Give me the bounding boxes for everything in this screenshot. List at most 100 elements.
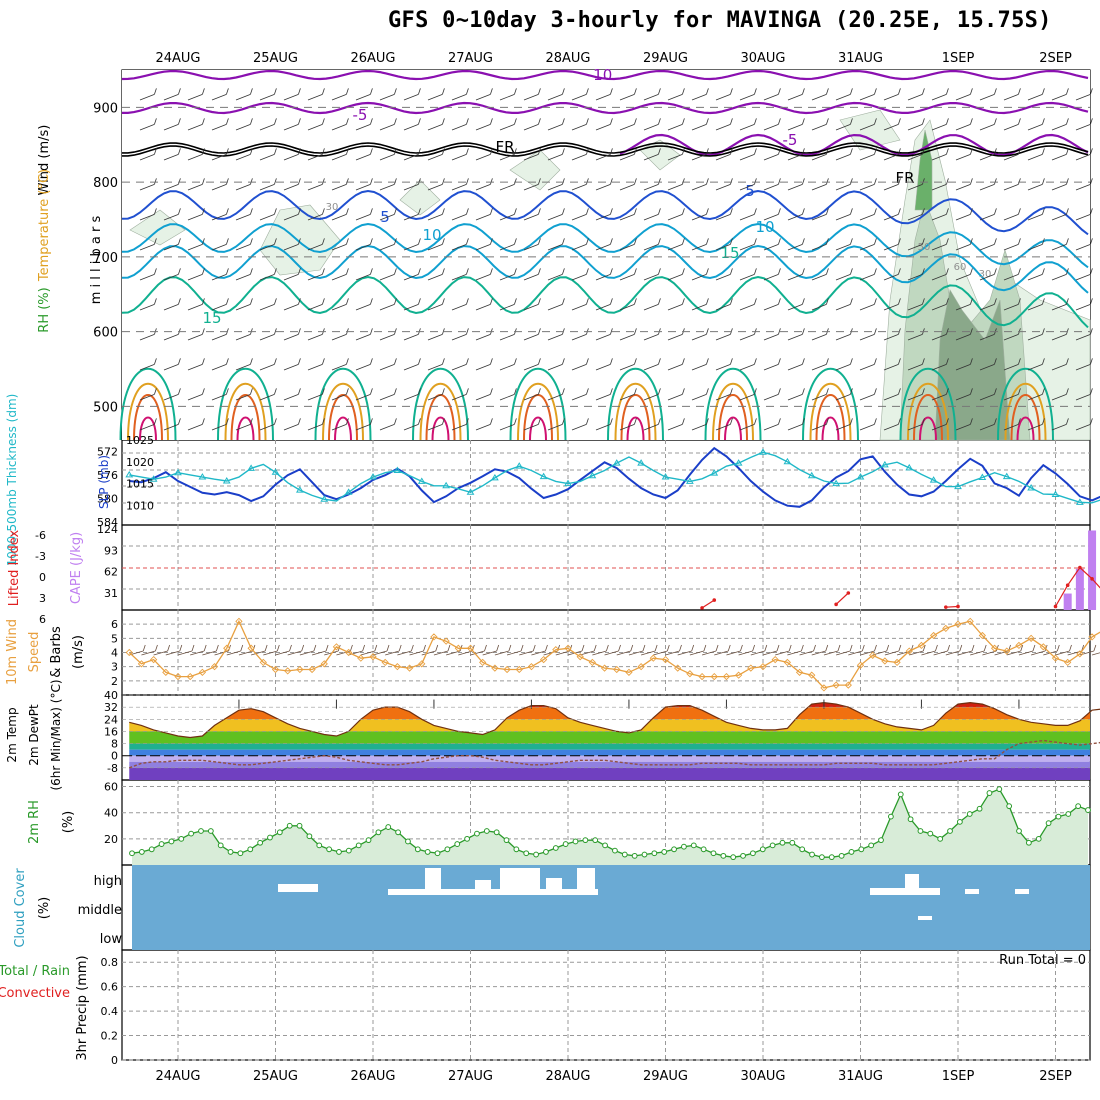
surface-wind-barb	[494, 650, 509, 656]
thickness-tick-label: 576	[97, 469, 118, 482]
wind-barb	[355, 124, 371, 131]
wind-barb-flag	[826, 178, 829, 185]
surface-wind-barb-flag	[764, 644, 768, 652]
rh-point	[818, 854, 825, 861]
rh-shading	[509, 149, 561, 191]
boundary-isotherm	[509, 367, 567, 441]
wind-barb	[763, 214, 779, 221]
wind-barb	[547, 94, 563, 101]
wind-barb-flag	[970, 148, 973, 155]
wind-barb-flag	[682, 88, 685, 95]
surface-wind-barb	[1018, 650, 1034, 656]
wind-barb	[1027, 394, 1043, 401]
temp-tick-label: 16	[104, 725, 118, 738]
wind-barb	[1051, 364, 1067, 371]
wind-barb	[619, 304, 635, 311]
wind-barb	[1003, 424, 1019, 431]
rh-point	[198, 828, 204, 834]
wind-barb-flag	[226, 418, 229, 425]
date-label-bottom: 25AUG	[253, 1069, 298, 1084]
wind-barb	[907, 304, 923, 311]
wind-barb-flag	[538, 88, 541, 95]
date-label-bottom: 27AUG	[448, 1069, 493, 1084]
wind-barb	[451, 424, 467, 431]
surface-wind-barb-flag	[484, 644, 487, 652]
surface-wind-barb-flag	[167, 644, 171, 652]
wind-barb-flag	[562, 298, 565, 305]
wind-barb-flag	[1090, 418, 1093, 425]
lifted-index-point	[1078, 565, 1082, 570]
wind-barb-flag	[946, 88, 949, 95]
wind-barb	[691, 184, 707, 191]
wind-barb	[1027, 424, 1043, 431]
cloud-block	[546, 878, 562, 895]
surface-wind-barb	[799, 650, 814, 656]
wind-barb-flag	[202, 148, 205, 155]
wind-barb	[403, 364, 419, 371]
wind-barb-flag	[466, 238, 469, 245]
wind-barb-flag	[706, 178, 709, 185]
wind-barb	[595, 304, 611, 311]
wind-barb	[955, 214, 971, 221]
surface-wind-barb-flag	[642, 644, 646, 652]
wind-speed-point	[284, 667, 292, 675]
rh-point	[454, 841, 461, 847]
lifted-index-line	[1054, 566, 1100, 607]
slp-marker	[759, 448, 767, 455]
wind-barb-flag	[658, 178, 661, 185]
wind-barb-flag	[298, 118, 301, 125]
wind-barb	[211, 394, 227, 401]
rh-point	[779, 839, 786, 846]
rh-point	[641, 851, 648, 858]
date-label-bottom: 28AUG	[545, 1069, 590, 1084]
precip-tick-label: 0.2	[101, 1030, 119, 1043]
wind-barb	[499, 244, 515, 251]
surface-wind-barb	[433, 650, 449, 656]
rh-point	[937, 835, 944, 842]
wind-barb-flag	[394, 298, 397, 305]
wind-barb	[307, 94, 323, 101]
wind-barb-flag	[1018, 418, 1021, 425]
wind-barb-flag	[1066, 238, 1069, 245]
wind-barb	[979, 424, 995, 431]
wind-barb-flag	[226, 118, 229, 125]
wind-barb	[859, 214, 875, 221]
date-label-bottom: 31AUG	[838, 1069, 883, 1084]
cape-bar	[1063, 593, 1072, 610]
wind-barb	[331, 364, 347, 371]
surface-wind-barb-flag	[752, 644, 756, 652]
wind-barb	[715, 184, 731, 191]
wind-barb	[139, 304, 155, 311]
wind-barb	[307, 364, 323, 371]
wind-barb-flag	[394, 358, 397, 365]
wind-barb	[883, 154, 899, 161]
wind-barb	[835, 154, 851, 161]
wind-barb	[1003, 184, 1019, 191]
cloud-block	[425, 868, 441, 895]
wind-barb-flag	[442, 118, 445, 125]
cloud-block	[577, 868, 595, 895]
wind-barb	[331, 334, 347, 341]
surface-wind-barb	[933, 650, 948, 656]
wind-barb-flag	[154, 178, 157, 185]
wind-barb-flag	[778, 88, 781, 95]
wind-barb	[379, 94, 395, 101]
surface-wind-barb	[348, 650, 363, 656]
surface-wind-barb-flag	[740, 644, 743, 652]
wind-barb-flag	[202, 238, 205, 245]
wind-barb	[931, 214, 947, 221]
wind-barb	[211, 334, 227, 341]
wind-speed-point	[576, 653, 584, 661]
wind-barb-flag	[754, 298, 757, 305]
wind-barb-flag	[562, 88, 565, 95]
cloud-block	[278, 884, 318, 892]
wind-barb-flag	[370, 238, 373, 245]
rh-point	[927, 830, 934, 837]
wind-barb	[523, 304, 539, 311]
boundary-isotherm	[119, 367, 177, 441]
wind-barb-flag	[370, 208, 373, 215]
wind-barb	[739, 154, 755, 161]
surface-wind-barb	[921, 650, 936, 656]
wind-barb	[595, 124, 611, 131]
wind-barb	[427, 124, 443, 131]
